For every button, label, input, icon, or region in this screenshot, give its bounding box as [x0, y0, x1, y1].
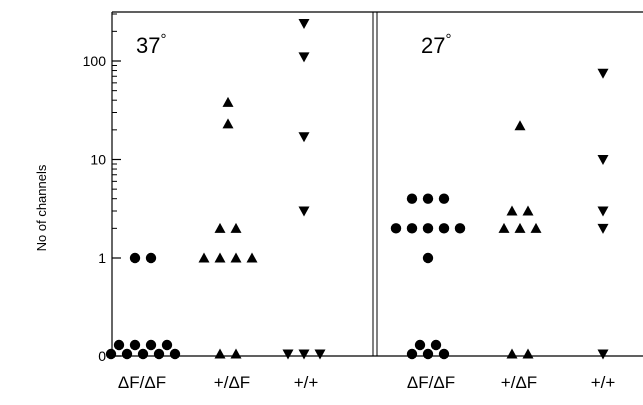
data-point-triangle-down [314, 349, 326, 360]
x-category-label: +/ΔF [501, 373, 537, 392]
axes-frame [111, 11, 643, 357]
x-category-label: +/ΔF [214, 373, 250, 392]
data-point-circle [113, 339, 125, 351]
data-point-triangle-up [246, 252, 258, 263]
data-point-circle [422, 252, 434, 264]
data-point-triangle-up [506, 205, 518, 216]
data-point-triangle-down [298, 349, 310, 360]
data-point-triangle-up [230, 252, 242, 263]
data-point-triangle-up [214, 252, 226, 263]
data-point-triangle-up [214, 222, 226, 233]
data-point-triangle-up [222, 96, 234, 107]
data-point-circle [414, 339, 426, 351]
data-point-triangle-up [514, 120, 526, 131]
panel-titles: 37° 27° [136, 31, 451, 58]
data-point-circle [438, 193, 450, 204]
data-point-triangle-down [298, 19, 310, 30]
data-point-triangle-up [522, 348, 534, 359]
data-point-circle [145, 252, 157, 264]
data-point-triangle-down [298, 206, 310, 217]
data-point-triangle-down [282, 349, 294, 360]
data-point-triangle-up [222, 118, 234, 129]
data-point-circle [121, 348, 133, 360]
data-point-circle [422, 348, 434, 360]
data-point-triangle-up [530, 222, 542, 233]
data-point-circle [422, 223, 434, 234]
y-axis-label: No of channels [34, 164, 49, 251]
data-point-circle [390, 223, 402, 234]
data-point-circle [438, 348, 450, 360]
data-point-circle [169, 348, 181, 360]
data-point-circle [153, 348, 165, 360]
data-point-circle [422, 193, 434, 204]
data-points [105, 19, 609, 360]
data-point-circle [430, 339, 442, 351]
data-point-circle [129, 252, 141, 264]
data-point-circle [145, 339, 157, 351]
data-point-triangle-up [198, 252, 210, 263]
panel-title: 27° [421, 31, 451, 58]
data-point-triangle-down [298, 132, 310, 143]
data-point-circle [454, 223, 466, 234]
data-point-triangle-up [214, 348, 226, 359]
data-point-triangle-down [597, 155, 609, 165]
category-labels: ΔF/ΔF +/ΔF +/+ ΔF/ΔF +/ΔF +/+ [118, 373, 615, 392]
data-point-circle [105, 348, 117, 360]
y-tick-label: 100 [83, 53, 107, 69]
data-point-triangle-down [298, 52, 310, 63]
data-point-circle [161, 339, 173, 351]
data-point-circle [438, 223, 450, 234]
data-point-triangle-down [597, 206, 609, 217]
x-category-label: +/+ [294, 373, 319, 392]
data-point-triangle-up [522, 205, 534, 216]
data-point-triangle-down [597, 223, 609, 234]
data-point-circle [406, 223, 418, 234]
x-category-label: +/+ [591, 373, 616, 392]
y-tick-label: 10 [90, 152, 106, 168]
data-point-triangle-up [230, 222, 242, 233]
panel-title: 37° [136, 31, 166, 58]
data-point-triangle-down [597, 68, 609, 79]
y-tick-label: 0 [98, 348, 106, 364]
data-point-circle [406, 193, 418, 204]
x-category-label: ΔF/ΔF [407, 373, 455, 392]
y-axis-ticks: 0 1 10 100 [83, 13, 121, 364]
data-point-triangle-up [514, 222, 526, 233]
data-point-circle [137, 348, 149, 360]
data-point-triangle-down [597, 349, 609, 360]
x-category-label: ΔF/ΔF [118, 373, 166, 392]
data-point-circle [129, 339, 141, 351]
data-point-circle [406, 348, 418, 360]
y-tick-label: 1 [98, 250, 106, 266]
data-point-triangle-up [498, 222, 510, 233]
data-point-triangle-up [230, 348, 242, 359]
data-point-triangle-up [506, 348, 518, 359]
